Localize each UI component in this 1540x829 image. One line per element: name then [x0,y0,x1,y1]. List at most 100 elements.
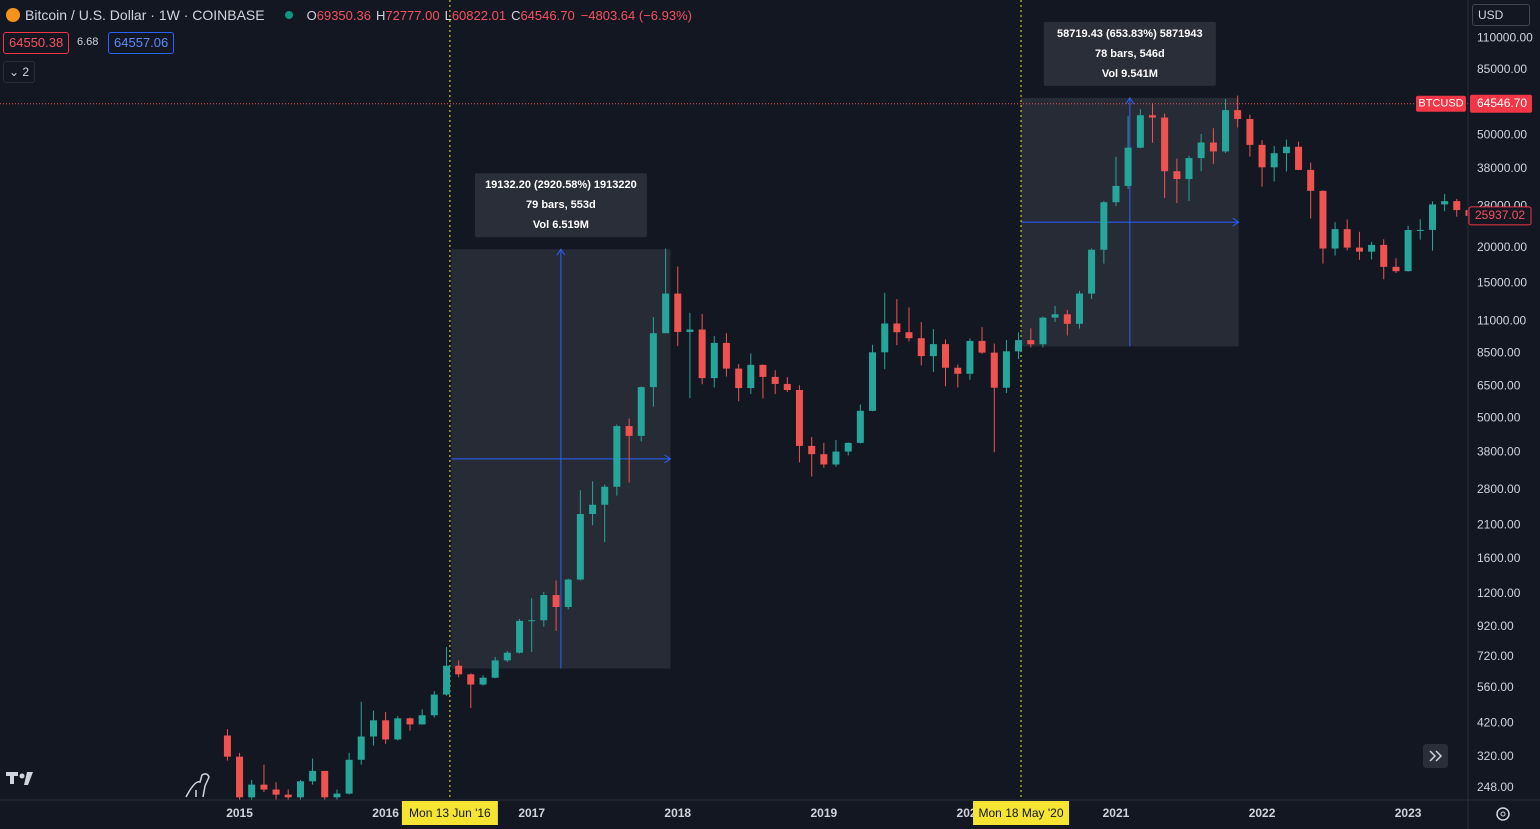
candle-body [674,293,682,332]
candle-body [491,660,499,678]
candle-body [1039,317,1047,345]
symbol-title[interactable]: Bitcoin / U.S. Dollar · 1W · COINBASE [25,7,265,23]
y-tick-label: 50000.00 [1477,127,1527,141]
measure-arrow [1232,217,1240,227]
y-tick-label: 1600.00 [1477,551,1521,565]
candle-body [576,514,584,580]
measure-text: 19132.20 (2920.58%) 1913220 [485,179,637,191]
y-tick-label: 3800.00 [1477,444,1521,458]
candle-body [1075,293,1083,324]
overlays: 110000.0085000.0050000.0038000.0028000.0… [226,21,1533,825]
candle-body [601,486,609,505]
measure-tooltip [474,173,647,238]
candle-body [710,342,718,379]
candle-body [844,442,852,452]
candle-body [722,342,730,369]
candle-body [917,338,925,357]
candle-body [357,736,365,760]
candle-body [1148,115,1156,118]
candle-body [503,652,511,661]
bid-button[interactable]: 64550.38 [3,32,70,54]
candle-body [747,364,755,389]
candle-body [637,387,645,436]
marker-label-bg [973,801,1070,825]
logo [6,772,33,785]
candle-body [1015,340,1023,352]
candle-body [1270,153,1278,168]
ohlc-value: 60822.01 [451,7,507,23]
x-tick-label: 2023 [1395,806,1422,820]
candle-body [1088,249,1096,294]
candle-body [856,410,864,443]
currency-button[interactable]: USD [1472,4,1530,26]
status-dot [284,11,293,19]
dino-icon [185,773,210,798]
candle-body [1100,202,1108,250]
candle-body [613,426,621,487]
settings-icon[interactable] [1496,807,1510,821]
x-tick-label: 2021 [1103,806,1130,820]
last-price-label: 25937.02 [1475,208,1525,222]
candle-body [881,323,889,353]
scroll-button[interactable] [1423,744,1448,768]
indicators-toggle[interactable]: ⌄ 2 [3,61,36,83]
candle-body [686,329,694,332]
symbol-label-bg [1416,95,1466,112]
ohlc-key: C [511,7,521,23]
candle-body [1404,230,1412,272]
candle-body [589,504,597,515]
candle-body [272,789,280,795]
ohlc-key: O [306,7,317,23]
candle-body [735,368,743,389]
candle-body [795,390,803,446]
x-tick-label: 2018 [664,806,691,820]
candle-body [418,715,426,725]
candle-body [1429,204,1437,230]
candle-body [333,793,341,798]
candle-body [1282,146,1290,154]
candle-body [954,367,962,374]
ask-button[interactable]: 64557.06 [108,32,175,54]
candle-body [1197,142,1205,159]
ohlc-key: L [444,7,452,23]
candle-body [978,340,986,353]
header: Bitcoin / U.S. Dollar · 1W · COINBASE O 6… [6,5,692,25]
y-tick-label: 8500.00 [1477,345,1521,359]
candle-body [394,718,402,740]
measure-text: 79 bars, 553d [526,199,596,211]
candle-body [832,451,840,465]
candle-body [698,329,706,379]
candle-body [382,720,390,740]
y-tick-label: 85000.00 [1477,62,1527,76]
candle-body [516,620,524,653]
candle-body [1441,201,1449,205]
candle-body [1002,351,1010,388]
x-tick-label: 2016 [372,806,399,820]
y-tick-label: 110000.00 [1477,30,1533,44]
ohlc-key: H [375,7,386,23]
x-tick-label: 2019 [810,806,837,820]
candle-body [260,784,268,790]
candle-body [1343,229,1351,248]
candle-body [759,364,767,377]
candle-body [370,720,378,737]
candle-body [479,677,487,685]
candle-body [467,674,475,685]
price-label: 64546.70 [1477,96,1527,110]
symbol-label: BTCUSD [1418,98,1463,110]
candle-body [248,784,256,798]
measure-text: Vol 9.541M [1102,68,1158,80]
candle-body [1136,115,1144,148]
candle-body [868,352,876,411]
candle-body [345,759,353,794]
candle-body [1185,158,1193,180]
candle-body [783,383,791,391]
candle-body [284,794,292,798]
candle-body [1051,314,1059,318]
candle-body [1234,110,1242,120]
candle-body [455,665,463,675]
ohlc-value: 72777.00 [385,7,440,23]
candle-body [1063,314,1071,324]
coin-icon [6,8,20,22]
